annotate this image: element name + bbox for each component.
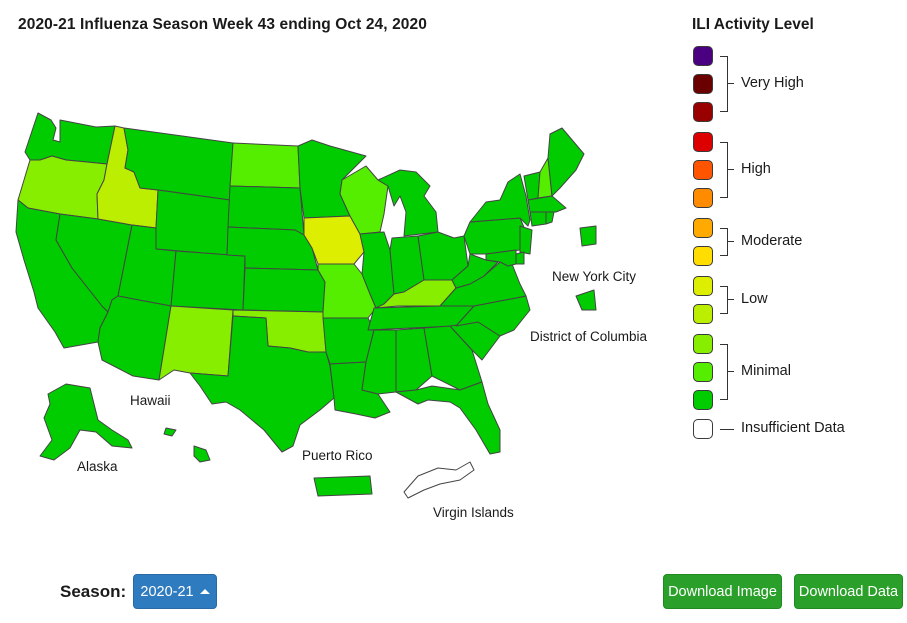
legend-swatch-insufficient bbox=[693, 419, 713, 439]
bracket-tick-low bbox=[728, 299, 734, 300]
state-VI[interactable] bbox=[403, 461, 475, 499]
state-WA[interactable] bbox=[24, 112, 116, 165]
state-MI[interactable] bbox=[377, 169, 439, 237]
map-title: 2020-21 Influenza Season Week 43 ending … bbox=[18, 16, 427, 33]
state-CT[interactable] bbox=[529, 211, 547, 227]
caret-up-icon bbox=[199, 589, 210, 594]
state-FL[interactable] bbox=[395, 381, 501, 455]
state-KS[interactable] bbox=[242, 267, 326, 313]
state-PR[interactable] bbox=[313, 475, 373, 497]
state-HI[interactable] bbox=[193, 445, 211, 463]
state-ND[interactable] bbox=[229, 142, 301, 189]
us-activity-map: New York City District of Columbia Hawai… bbox=[15, 112, 648, 520]
legend-label-minimal: Minimal bbox=[741, 363, 791, 379]
legend-label-moderate: Moderate bbox=[741, 233, 803, 249]
state-TX[interactable] bbox=[189, 315, 335, 453]
legend-swatch bbox=[693, 334, 713, 354]
state-NJ[interactable] bbox=[519, 225, 533, 255]
label-virgin-islands: Virgin Islands bbox=[433, 505, 514, 520]
state-WY[interactable] bbox=[155, 189, 231, 256]
bracket-minimal bbox=[720, 344, 728, 400]
bracket-tick-high bbox=[728, 169, 734, 170]
label-alaska: Alaska bbox=[77, 459, 118, 474]
legend-swatch bbox=[693, 74, 713, 94]
season-value: 2020-21 bbox=[140, 583, 194, 600]
map-footer: Season: 2020-21 Download Image Download … bbox=[0, 572, 907, 612]
state-RI[interactable] bbox=[545, 211, 555, 225]
legend-swatch bbox=[693, 362, 713, 382]
legend-swatch bbox=[693, 218, 713, 238]
legend-label-very-high: Very High bbox=[741, 75, 804, 91]
legend-title: ILI Activity Level bbox=[692, 16, 814, 33]
legend-insufficient-line bbox=[720, 429, 734, 430]
state-NYC[interactable] bbox=[575, 289, 597, 311]
label-puerto-rico: Puerto Rico bbox=[302, 448, 373, 463]
state-WI[interactable] bbox=[339, 165, 389, 235]
state-AZ[interactable] bbox=[97, 295, 172, 381]
activity-legend: ILI Activity Level Very High High Modera… bbox=[692, 16, 902, 446]
bracket-low bbox=[720, 286, 728, 314]
bracket-very-high bbox=[720, 56, 728, 112]
state-NM[interactable] bbox=[158, 305, 234, 381]
legend-swatch bbox=[693, 102, 713, 122]
legend-swatch bbox=[693, 160, 713, 180]
state-AL[interactable] bbox=[395, 327, 433, 393]
bracket-tick-minimal bbox=[728, 371, 734, 372]
download-image-button[interactable]: Download Image bbox=[663, 574, 782, 609]
legend-label-insufficient: Insufficient Data bbox=[741, 420, 845, 436]
legend-swatch bbox=[693, 188, 713, 208]
season-dropdown[interactable]: 2020-21 bbox=[133, 574, 217, 609]
state-DC[interactable] bbox=[579, 225, 597, 247]
bracket-moderate bbox=[720, 228, 728, 256]
label-hawaii: Hawaii bbox=[130, 393, 171, 408]
legend-swatch bbox=[693, 246, 713, 266]
label-new-york-city: New York City bbox=[552, 269, 636, 284]
bracket-tick-very-high bbox=[728, 83, 734, 84]
label-district-of-columbia: District of Columbia bbox=[530, 329, 648, 344]
legend-swatch bbox=[693, 132, 713, 152]
state-AK[interactable] bbox=[39, 383, 133, 461]
legend-swatch bbox=[693, 276, 713, 296]
legend-label-high: High bbox=[741, 161, 771, 177]
state-AR[interactable] bbox=[322, 317, 375, 365]
bracket-high bbox=[720, 142, 728, 198]
season-label: Season: bbox=[60, 582, 127, 601]
states-layer bbox=[15, 112, 597, 499]
state-PA[interactable] bbox=[463, 217, 527, 255]
bracket-tick-moderate bbox=[728, 241, 734, 242]
state-MD[interactable] bbox=[485, 249, 517, 267]
legend-label-low: Low bbox=[741, 291, 768, 307]
legend-swatch bbox=[693, 304, 713, 324]
state-DE[interactable] bbox=[515, 251, 525, 265]
legend-swatch bbox=[693, 46, 713, 66]
state-KY[interactable] bbox=[375, 279, 457, 309]
state-ME[interactable] bbox=[547, 127, 585, 197]
state-CO[interactable] bbox=[170, 250, 246, 311]
state-HI-islands[interactable] bbox=[163, 427, 177, 437]
download-data-button[interactable]: Download Data bbox=[794, 574, 903, 609]
state-NY[interactable] bbox=[469, 173, 531, 227]
legend-swatch bbox=[693, 390, 713, 410]
state-MA[interactable] bbox=[527, 195, 567, 213]
